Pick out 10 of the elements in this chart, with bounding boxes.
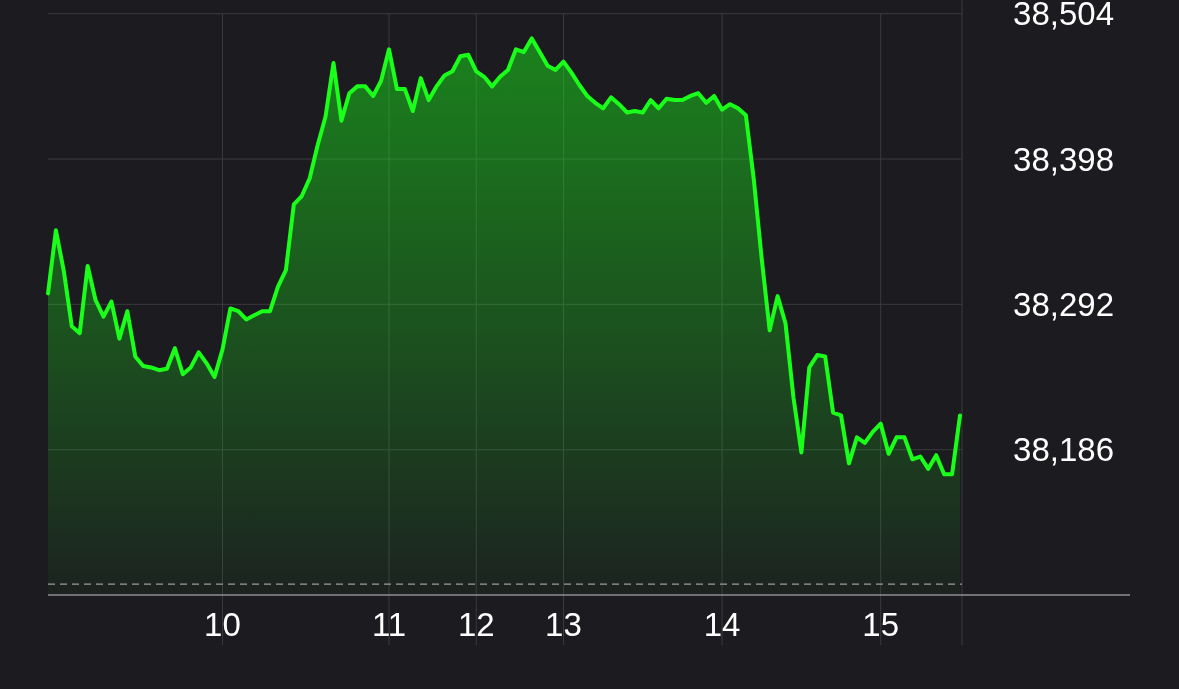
x-tick-label: 12	[457, 606, 495, 643]
y-tick-label: 38,504	[1013, 0, 1114, 33]
y-tick-label: 38,186	[1013, 431, 1114, 469]
x-tick-label: 15	[862, 606, 900, 643]
y-tick-label: 38,292	[1013, 285, 1114, 323]
x-tick-label: 13	[545, 606, 582, 643]
x-tick-label: 10	[204, 606, 241, 643]
y-tick-label: 38,398	[1013, 140, 1114, 178]
x-tick-label: 14	[703, 606, 741, 643]
x-tick-label: 11	[371, 606, 407, 643]
